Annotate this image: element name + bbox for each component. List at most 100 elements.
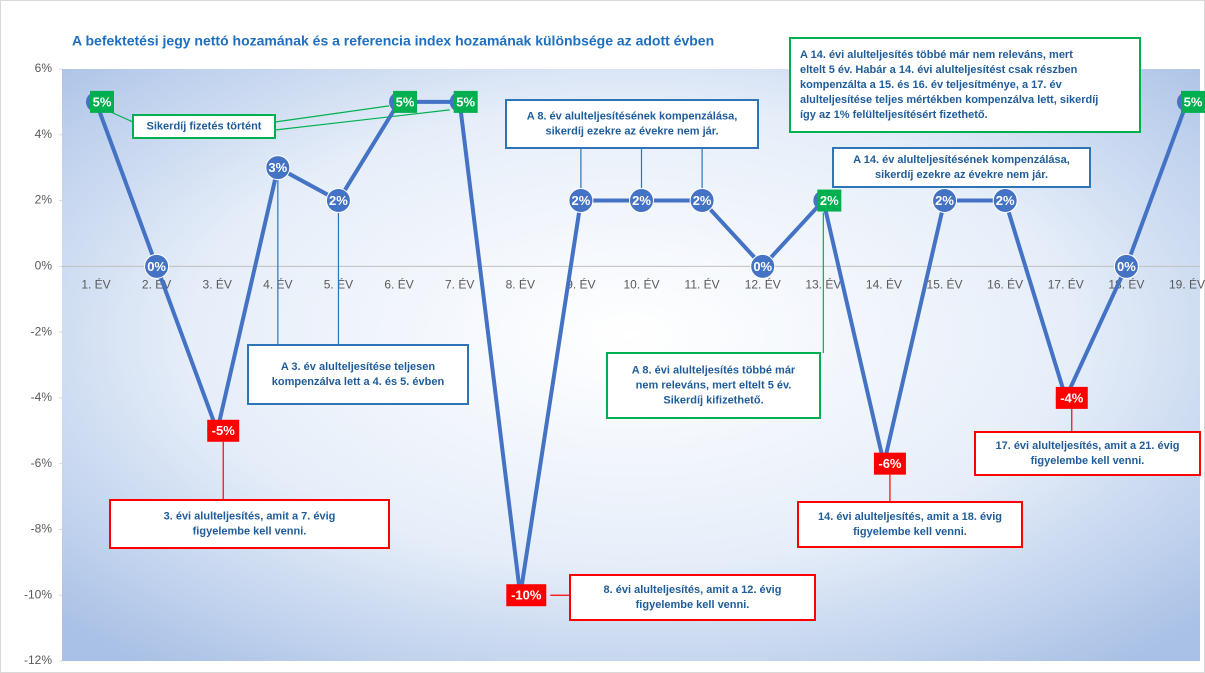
annotation-box (797, 501, 1023, 548)
value-label: -6% (878, 456, 902, 471)
x-tick-label: 10. ÉV (623, 277, 659, 292)
label-bg (453, 90, 478, 113)
y-tick-label: 0% (35, 259, 53, 273)
value-label: 2% (996, 193, 1015, 208)
annotation-text: így az 1% felülteljesítésért fizethető. (800, 109, 988, 121)
annotation-text: A 14. év alulteljesítésének kompenzálása… (853, 154, 1070, 166)
value-label: 0% (147, 259, 166, 274)
label-bg (873, 452, 906, 475)
value-label: 5% (456, 94, 475, 109)
x-tick-label: 7. ÉV (445, 277, 474, 292)
annotation-box (832, 147, 1091, 188)
label-bg (1181, 90, 1205, 113)
annotations: Sikerdíj fizetés történt A 8. év alultelj… (109, 37, 1201, 621)
annotation-text: Sikerdíj kifizethető. (663, 394, 763, 406)
value-label: -5% (212, 423, 236, 438)
value-label: 2% (329, 193, 348, 208)
annotation-text: alulteljesítése teljes mértékben kompenz… (800, 94, 1098, 106)
x-tick-label: 9. ÉV (566, 277, 595, 292)
x-tick-label: 1. ÉV (81, 277, 110, 292)
y-tick-label: -12% (24, 653, 52, 667)
annotation-box (132, 114, 276, 139)
label-bg (393, 90, 418, 113)
annotation-text: kompenzálta a 15. és 16. év teljesítmény… (800, 79, 1063, 91)
annotation-text: A 3. év alulteljesítése teljesen (281, 361, 436, 373)
y-tick-label: 6% (35, 61, 53, 75)
annotation-text: eltelt 5 év. Habár a 14. évi alulteljesí… (800, 64, 1078, 76)
label-bg (817, 189, 842, 212)
value-label: -4% (1060, 390, 1084, 405)
y-tick-label: -2% (31, 324, 53, 338)
label-bg (265, 155, 291, 181)
x-tick-label: 11. ÉV (685, 277, 720, 292)
value-label: 2% (935, 193, 954, 208)
annotation-text: A 8. év alulteljesítésének kompenzálása, (527, 110, 738, 122)
annotation-text: 8. évi alulteljesítés, amit a 12. évig (604, 584, 782, 596)
label-bg (992, 188, 1018, 214)
plot: 5% 0% -5% 3% 2% 5% 5% -10% 2% 2% 2% 0% 2% -6% 2% 2% -4% 0… (86, 90, 1205, 607)
value-label: 5% (93, 94, 112, 109)
label-bg (689, 188, 715, 214)
x-tick-label: 14. ÉV (866, 277, 902, 292)
chart-title: A befektetési jegy nettó hozamának és a … (72, 33, 714, 49)
connector (274, 109, 450, 131)
annotation-text: sikerdíj ezekre az évekre nem jár. (545, 125, 718, 137)
value-label: 0% (753, 259, 772, 274)
label-bg (1055, 386, 1088, 409)
value-label: 0% (1117, 259, 1136, 274)
label-bg (750, 253, 776, 279)
label-bg (629, 188, 654, 214)
value-label: 2% (693, 193, 712, 208)
label-bg (90, 90, 114, 113)
annotation-text: 3. évi alulteljesítés, amit a 7. évig (164, 510, 336, 522)
value-label: 2% (820, 193, 839, 208)
annotation-text: figyelembe kell venni. (193, 525, 307, 537)
x-tick-label: 3. ÉV (203, 277, 232, 292)
annotation-text: A 14. évi alulteljesítés többé már nem r… (800, 49, 1073, 61)
annotation-text: nem releváns, mert eltelt 5 év. (636, 379, 792, 391)
x-tick-label: 6. ÉV (384, 277, 413, 292)
label-bg (144, 253, 170, 279)
y-tick-label: -10% (24, 587, 52, 601)
annotation-text: A 8. évi alulteljesítés többé már (632, 364, 796, 376)
value-label: 3% (268, 160, 287, 175)
x-tick-label: 15. ÉV (927, 277, 963, 292)
y-tick-label: -8% (31, 522, 53, 536)
grid: -12%-10%-8%-6%-4%-2%0%2%4%6%1. ÉV 2. ÉV 3.… (24, 61, 1205, 667)
annotation-box (606, 352, 821, 419)
annotation-box (789, 37, 1141, 133)
annotation-text: Sikerdíj fizetés történt (147, 120, 262, 132)
annotation-box (569, 574, 816, 621)
x-tick-label: 19. ÉV (1169, 277, 1205, 292)
x-tick-label: 8. ÉV (506, 277, 535, 292)
label-bg (1113, 253, 1139, 279)
annotation-box (247, 344, 469, 405)
label-bg (325, 188, 351, 214)
value-label: 5% (396, 94, 415, 109)
label-bg (506, 584, 547, 607)
annotation-text: figyelembe kell venni. (1031, 455, 1145, 467)
value-label: 5% (1184, 94, 1203, 109)
annotation-text: figyelembe kell venni. (636, 599, 750, 611)
value-label: 2% (571, 193, 590, 208)
connector (274, 105, 390, 123)
label-bg (932, 188, 958, 214)
annotation-text: figyelembe kell venni. (853, 526, 967, 538)
x-tick-label: 16. ÉV (987, 277, 1023, 292)
y-tick-label: -4% (31, 390, 53, 404)
label-bg (207, 419, 240, 442)
y-tick-label: -6% (31, 456, 53, 470)
annotation-text: kompenzálva lett a 4. és 5. évben (272, 376, 445, 388)
annotation-box (974, 431, 1201, 476)
annotation-text: sikerdíj ezekre az évekre nem jár. (875, 169, 1048, 181)
x-tick-label: 12. ÉV (745, 277, 781, 292)
annotation-text: 17. évi alulteljesítés, amit a 21. évig (995, 440, 1179, 452)
annotation-text: 14. évi alulteljesítés, amit a 18. évig (818, 511, 1002, 523)
value-label: 2% (632, 193, 651, 208)
label-bg (568, 188, 594, 214)
annotation-box (505, 99, 759, 149)
value-label: -10% (511, 588, 542, 603)
x-tick-label: 17. ÉV (1048, 277, 1084, 292)
